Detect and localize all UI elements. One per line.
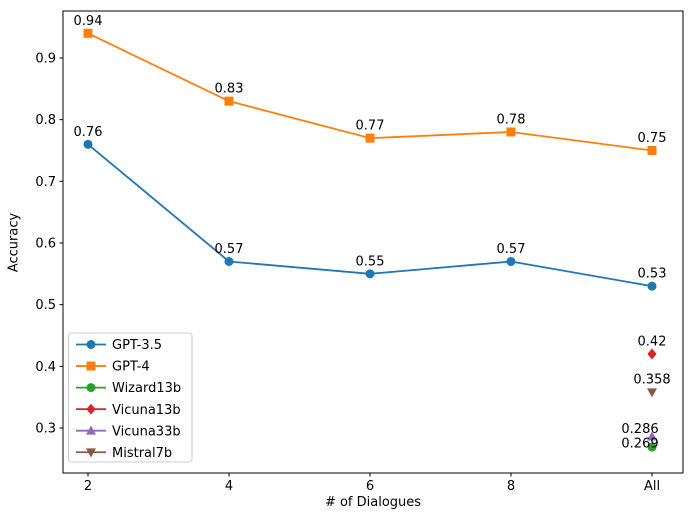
legend-marker-gpt-4 — [86, 361, 96, 371]
legend-label-wizard13b: Wizard13b — [112, 381, 181, 396]
y-tick-label: 0.3 — [35, 422, 56, 437]
marker-vicuna13b — [647, 348, 657, 360]
marker-gpt-4-all — [647, 145, 657, 155]
legend-marker-vicuna13b — [86, 403, 96, 415]
legend-label-vicuna13b: Vicuna13b — [112, 403, 181, 418]
x-tick-label: 6 — [366, 479, 374, 494]
value-label: 0.76 — [74, 125, 103, 140]
value-label: 0.78 — [497, 112, 526, 127]
y-tick-label: 0.9 — [35, 51, 56, 66]
legend-marker-vicuna33b — [86, 425, 96, 435]
marker-gpt-4-6 — [365, 133, 375, 143]
y-tick-label: 0.4 — [35, 360, 56, 375]
value-label: 0.358 — [633, 373, 670, 388]
value-label: 0.77 — [356, 119, 385, 134]
y-tick-label: 0.5 — [35, 298, 56, 313]
plot-border — [62, 10, 684, 474]
value-label: 0.55 — [356, 254, 385, 269]
value-label: 0.53 — [638, 267, 667, 282]
y-tick-label: 0.8 — [35, 113, 56, 128]
marker-gpt-3-5-6 — [365, 269, 375, 279]
legend-marker-wizard13b — [86, 383, 96, 393]
legend-marker-gpt-3-5 — [86, 340, 96, 349]
x-tick-label: 8 — [507, 479, 515, 494]
x-tick-label: 2 — [84, 479, 92, 494]
value-label: 0.57 — [215, 242, 244, 257]
marker-gpt-3-5-all — [647, 281, 657, 291]
value-label: 0.75 — [638, 131, 667, 146]
legend-label-mistral7b: Mistral7b — [112, 446, 172, 461]
marker-gpt-3-5-4 — [224, 256, 234, 266]
legend-label-gpt-3-5: GPT-3.5 — [112, 338, 162, 353]
marker-gpt-4-2 — [83, 28, 93, 38]
marker-gpt-4-4 — [224, 96, 234, 106]
x-tick-label: All — [644, 479, 660, 494]
value-label: 0.83 — [215, 82, 244, 97]
value-label: 0.42 — [638, 334, 667, 349]
y-tick-label: 0.6 — [35, 236, 56, 251]
marker-gpt-3-5-8 — [506, 256, 516, 266]
value-label: 0.94 — [74, 14, 103, 29]
marker-wizard13b — [647, 442, 657, 452]
y-axis-label: Accuracy — [6, 212, 22, 273]
marker-mistral7b — [647, 388, 657, 398]
x-tick-label: 4 — [225, 479, 233, 494]
value-label: 0.57 — [497, 242, 526, 257]
legend-label-gpt-4: GPT-4 — [112, 360, 150, 375]
legend-marker-mistral7b — [86, 448, 96, 458]
marker-vicuna33b — [647, 431, 657, 441]
y-tick-label: 0.7 — [35, 175, 56, 190]
x-axis-label: # of Dialogues — [324, 495, 422, 510]
legend-label-vicuna33b: Vicuna33b — [112, 424, 181, 439]
value-label: 0.269 — [621, 437, 658, 452]
marker-gpt-3-5-2 — [83, 139, 93, 149]
value-label: 0.286 — [621, 422, 658, 437]
marker-gpt-4-8 — [506, 127, 516, 137]
